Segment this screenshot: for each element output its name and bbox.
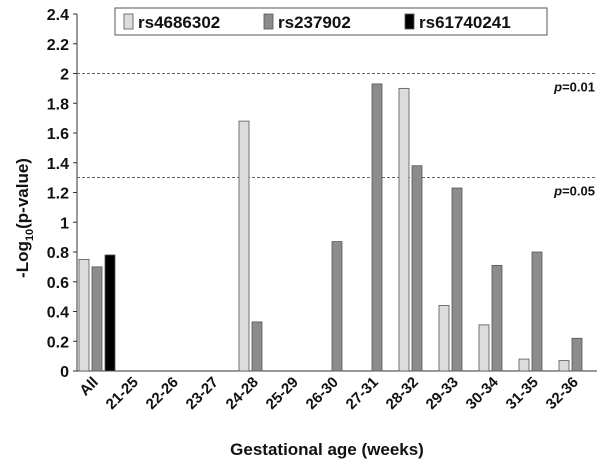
y-axis-label-subscript: 10	[24, 229, 36, 241]
x-tick-label: 30-34	[463, 373, 503, 413]
y-tick-label: 1.4	[47, 156, 69, 173]
x-tick-label: 25-29	[263, 374, 302, 413]
x-tick-label: 24-28	[223, 374, 262, 413]
bar-rs237902-28-32	[411, 165, 423, 372]
legend-label-rs237902: rs237902	[278, 13, 351, 32]
y-tick-label: 1	[60, 215, 69, 232]
x-axis-label: Gestational age (weeks)	[230, 440, 424, 459]
y-axis-label-tail: (p-value)	[13, 158, 32, 229]
y-tick-label: 0.4	[47, 305, 69, 322]
x-tick-label: 23-27	[183, 374, 222, 413]
y-tick-label: 2	[60, 67, 69, 84]
bar-rs237902-32-36	[571, 337, 583, 372]
y-tick-label: 1.2	[47, 186, 69, 203]
bar-rs237902-24-28	[251, 321, 263, 372]
y-tick-label: 2.4	[47, 7, 69, 24]
legend: rs4686302 rs237902 rs61740241	[114, 7, 548, 36]
y-tick-label: 2.2	[47, 37, 69, 54]
bar-rs4686302-30-34	[478, 324, 490, 372]
threshold-label-value: =0.01	[562, 80, 595, 95]
bar-rs237902-30-34	[491, 264, 503, 372]
bar-rs237902-29-33	[451, 187, 463, 372]
bar-rs237902-27-31	[371, 83, 383, 372]
y-tick-label: 0	[60, 364, 69, 381]
svg-text:-Log10(p-value): -Log10(p-value)	[13, 158, 36, 278]
x-tick-label: 28-32	[383, 374, 422, 413]
x-tick-label: 31-35	[503, 374, 542, 413]
legend-swatch-rs61740241	[404, 13, 415, 30]
threshold-label-value: =0.05	[562, 183, 595, 198]
threshold-label-p: p	[553, 183, 562, 198]
plot-area: 00.20.40.60.811.21.41.61.822.22.4p=0.01p…	[47, 7, 597, 413]
bar-rs61740241-All	[104, 254, 116, 372]
y-tick-label: 1.8	[47, 96, 69, 113]
legend-swatch-rs4686302	[123, 13, 134, 30]
y-tick-label: 0.8	[47, 245, 69, 262]
legend-swatch-rs237902	[263, 13, 274, 30]
bar-rs4686302-32-36	[558, 360, 570, 372]
bar-rs237902-26-30	[331, 241, 343, 372]
bar-rs237902-All	[91, 266, 103, 372]
bar-rs4686302-24-28	[238, 120, 250, 372]
x-tick-label: 29-33	[423, 374, 462, 413]
legend-label-rs61740241: rs61740241	[419, 13, 511, 32]
x-tick-label: 22-26	[143, 374, 182, 413]
y-tick-label: 0.2	[47, 334, 69, 351]
bar-rs4686302-All	[78, 259, 90, 372]
x-tick-label: 32-36	[543, 374, 582, 413]
x-tick-label: All	[76, 374, 102, 400]
y-axis-label-main: -Log	[13, 241, 32, 278]
y-tick-label: 0.6	[47, 275, 69, 292]
x-tick-label: 21-25	[103, 374, 142, 413]
x-tick-label: 27-31	[343, 374, 382, 413]
threshold-label: p=0.05	[553, 183, 595, 198]
threshold-label: p=0.01	[553, 80, 595, 95]
x-tick-label: 26-30	[303, 374, 342, 413]
bar-rs4686302-31-35	[518, 358, 530, 372]
bar-rs4686302-29-33	[438, 305, 450, 372]
y-tick-label: 1.6	[47, 126, 69, 143]
bar-rs4686302-28-32	[398, 87, 410, 372]
threshold-label-p: p	[553, 80, 562, 95]
legend-label-rs4686302: rs4686302	[138, 13, 220, 32]
bar-rs237902-31-35	[531, 251, 543, 372]
y-axis-label: -Log10(p-value)	[13, 158, 36, 278]
legend-box	[114, 7, 548, 36]
